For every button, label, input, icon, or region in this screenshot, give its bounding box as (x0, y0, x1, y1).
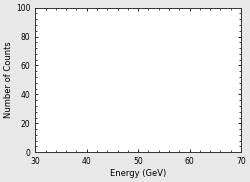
X-axis label: Energy (GeV): Energy (GeV) (110, 169, 166, 178)
Y-axis label: Number of Counts: Number of Counts (4, 41, 13, 118)
